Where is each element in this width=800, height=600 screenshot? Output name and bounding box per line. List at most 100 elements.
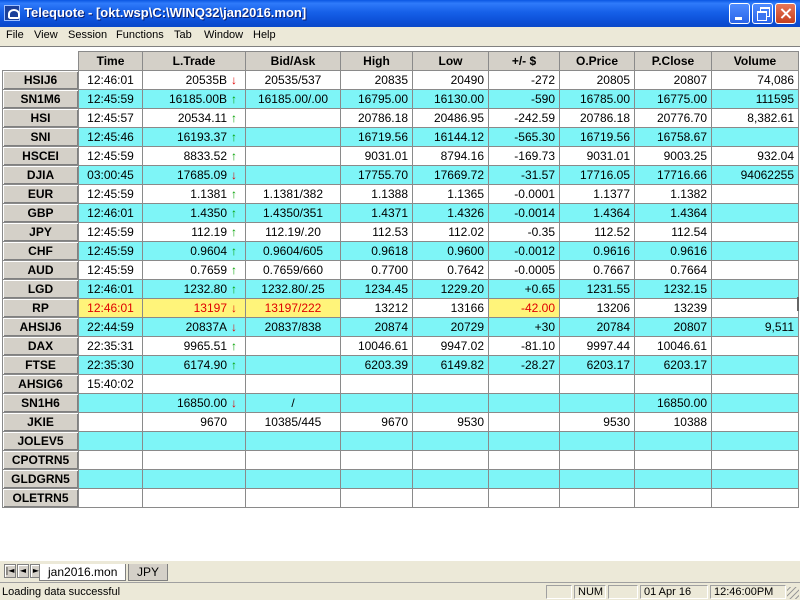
volume-cell [711,336,799,356]
change-cell: -590 [488,89,560,109]
table-row[interactable]: SN1M6 12:45:59 16185.00B ↑ 16185.00/.00 16795… [2,89,799,109]
header-last-trade[interactable]: L.Trade [142,51,246,71]
menu-session[interactable]: Session [68,29,108,41]
minimize-button[interactable] [729,3,750,24]
last-trade-cell: 112.19 ↑ [142,222,246,242]
table-row[interactable]: JOLEV5 [2,431,799,451]
table-row[interactable]: HSIJ6 12:46:01 20535B ↓ 20535/537 20835 20490-… [2,70,799,90]
table-row[interactable]: DAX 22:35:31 9965.51 ↑ 10046.61 9947.02 -81.10… [2,336,799,356]
last-trade-value: 17685.09 [176,168,227,182]
grid-edge-marker [797,297,799,311]
low-cell: 1.1365 [412,184,489,204]
table-row[interactable]: HSCEI 12:45:59 8833.52 ↑ 9031.01 8794.16 -169.… [2,146,799,166]
low-cell: 16130.00 [412,89,489,109]
title-bar[interactable]: Telequote - [okt.wsp\C:\WINQ32\jan2016.m… [0,0,800,27]
symbol-button[interactable]: AHSIJ6 [2,317,79,337]
symbol-button[interactable]: DJIA [2,165,79,185]
table-row[interactable]: FTSE 22:35:30 6174.90 ↑ 6203.39 6149.82 -28.27… [2,355,799,375]
symbol-button[interactable]: GBP [2,203,79,223]
header-time[interactable]: Time [78,51,143,71]
change-cell: -28.27 [488,355,560,375]
tab-prev-icon[interactable]: ◄ [17,564,29,578]
symbol-button[interactable]: SN1M6 [2,89,79,109]
header-volume[interactable]: Volume [711,51,799,71]
symbol-button[interactable]: SNI [2,127,79,147]
symbol-button[interactable]: OLETRN5 [2,488,79,508]
symbol-button[interactable]: HSI [2,108,79,128]
high-cell: 20874 [340,317,413,337]
bid-ask-cell: / [245,393,341,413]
symbol-button[interactable]: HSCEI [2,146,79,166]
symbol-button[interactable]: AHSIG6 [2,374,79,394]
prev-close-cell: 13239 [634,298,712,318]
tab-jpy[interactable]: JPY [128,564,169,581]
time-cell [78,488,143,508]
header-high[interactable]: High [340,51,413,71]
table-row[interactable]: GLDGRN5 [2,469,799,489]
table-row[interactable]: LGD 12:46:01 1232.80 ↑ 1232.80/.25 1234.45 122… [2,279,799,299]
symbol-button[interactable]: CPOTRN5 [2,450,79,470]
restore-button[interactable] [752,3,773,24]
arrow-up-icon: ↑ [231,92,237,106]
table-row[interactable]: RP 12:46:01 13197 ↓ 13197/222 13212 13166 -42.0… [2,298,799,318]
symbol-button[interactable]: EUR [2,184,79,204]
table-row[interactable]: SNI 12:45:46 16193.37 ↑ 16719.56 16144.12 -565… [2,127,799,147]
symbol-button[interactable]: SN1H6 [2,393,79,413]
open-price-cell: 6203.17 [559,355,635,375]
open-price-cell: 20786.18 [559,108,635,128]
symbol-button[interactable]: HSIJ6 [2,70,79,90]
table-row[interactable]: DJIA 03:00:45 17685.09 ↓ 17755.70 17669.72 -31… [2,165,799,185]
menu-functions[interactable]: Functions [116,29,164,41]
arrow-up-icon: ↑ [231,282,237,296]
symbol-button[interactable]: DAX [2,336,79,356]
symbol-button[interactable]: FTSE [2,355,79,375]
menu-file[interactable]: File [6,29,24,41]
table-row[interactable]: OLETRN5 [2,488,799,508]
header-bid-ask[interactable]: Bid/Ask [245,51,341,71]
table-row[interactable]: AHSIJ6 22:44:59 20837A ↓ 20837/838 20874 20729… [2,317,799,337]
menu-view[interactable]: View [34,29,58,41]
low-cell: 17669.72 [412,165,489,185]
table-row[interactable]: SN1H6 16850.00 ↓ / 16850.00 [2,393,799,413]
table-row[interactable]: GBP 12:46:01 1.4350 ↑ 1.4350/351 1.4371 1.4326… [2,203,799,223]
header-low[interactable]: Low [412,51,489,71]
tab-first-icon[interactable]: |◄ [4,564,16,578]
table-row[interactable]: AUD 12:45:59 0.7659 ↑ 0.7659/660 0.7700 0.7642… [2,260,799,280]
symbol-button[interactable]: JKIE [2,412,79,432]
header-open-price[interactable]: O.Price [559,51,635,71]
arrow-up-icon: ↑ [231,130,237,144]
high-cell: 10046.61 [340,336,413,356]
symbol-button[interactable]: GLDGRN5 [2,469,79,489]
open-price-cell: 17716.05 [559,165,635,185]
resize-grip-icon[interactable] [787,587,799,599]
time-cell: 12:45:46 [78,127,143,147]
symbol-button[interactable]: CHF [2,241,79,261]
table-row[interactable]: CPOTRN5 [2,450,799,470]
app-icon[interactable] [4,5,20,21]
status-bar: Loading data successful NUM 01 Apr 16 12… [0,582,800,600]
tab-jan2016-mon[interactable]: jan2016.mon [39,564,127,581]
table-row[interactable]: JPY 12:45:59 112.19 ↑ 112.19/.20 112.53 112.02… [2,222,799,242]
symbol-button[interactable]: AUD [2,260,79,280]
symbol-button[interactable]: JOLEV5 [2,431,79,451]
symbol-button[interactable]: LGD [2,279,79,299]
status-panel-empty-2 [608,585,638,599]
menu-bar: File View Session Functions Tab Window H… [0,27,800,46]
menu-help[interactable]: Help [253,29,276,41]
arrow-up-icon: ↑ [231,244,237,258]
table-row[interactable]: EUR 12:45:59 1.1381 ↑ 1.1381/382 1.1388 1.1365… [2,184,799,204]
time-cell: 22:35:30 [78,355,143,375]
close-button[interactable] [775,3,796,24]
table-row[interactable]: HSI 12:45:57 20534.11 ↑ 20786.18 20486.95 -242… [2,108,799,128]
open-price-cell: 1.1377 [559,184,635,204]
menu-window[interactable]: Window [204,29,244,41]
header-prev-close[interactable]: P.Close [634,51,712,71]
table-row[interactable]: CHF 12:45:59 0.9604 ↑ 0.9604/605 0.9618 0.9600… [2,241,799,261]
header-change[interactable]: +/- $ [488,51,560,71]
table-row[interactable]: AHSIG6 15:40:02 [2,374,799,394]
symbol-button[interactable]: JPY [2,222,79,242]
change-cell: -272 [488,70,560,90]
table-row[interactable]: JKIE 9670 10385/445 9670 9530 9530 10388 [2,412,799,432]
symbol-button[interactable]: RP [2,298,79,318]
menu-tab[interactable]: Tab [174,29,192,41]
